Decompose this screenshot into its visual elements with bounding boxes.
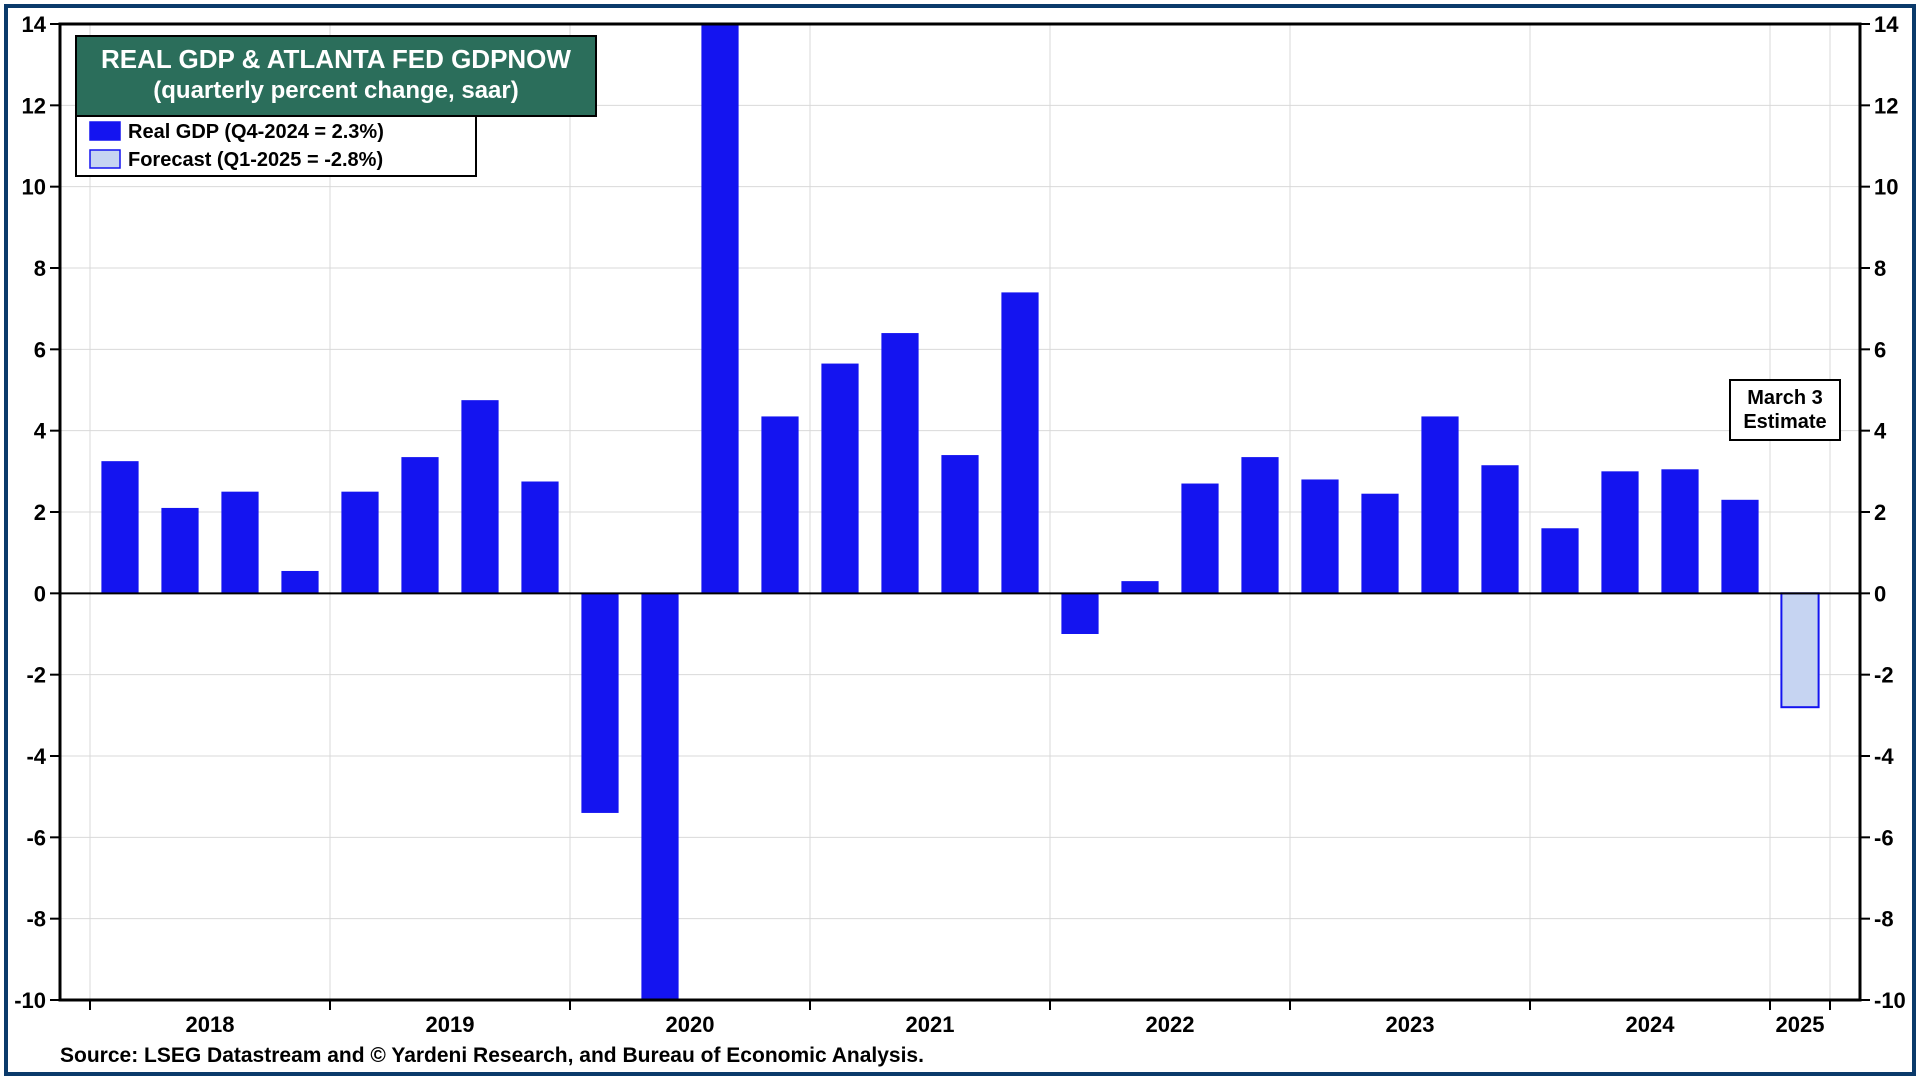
- bar-real-gdp: [1001, 292, 1038, 593]
- chart-title-line2: (quarterly percent change, saar): [153, 77, 518, 104]
- bar-real-gdp: [581, 593, 618, 813]
- legend-label: Real GDP (Q4-2024 = 2.3%): [128, 121, 384, 143]
- ylabel-left: 10: [22, 175, 46, 200]
- xlabel-year: 2018: [186, 1012, 235, 1037]
- ylabel-right: 8: [1874, 256, 1886, 281]
- gdp-bar-chart: -10 -10 -8 -8 -6 -6 -4 -4 -2 -2 0 0 2 2 4 4 6 6 8 8 10 10 12 12…: [0, 0, 1920, 1080]
- bar-real-gdp: [101, 461, 138, 593]
- ylabel-left: -6: [26, 825, 46, 850]
- ylabel-right: 10: [1874, 175, 1898, 200]
- xlabel-year: 2024: [1626, 1012, 1676, 1037]
- ylabel-right: 4: [1874, 419, 1887, 444]
- xlabel-year: 2021: [906, 1012, 955, 1037]
- bar-real-gdp: [461, 400, 498, 593]
- legend-swatch: [90, 150, 120, 168]
- ylabel-right: -10: [1874, 988, 1906, 1013]
- ylabel-right: -2: [1874, 663, 1894, 688]
- bar-forecast: [1781, 593, 1818, 707]
- bar-real-gdp: [1541, 528, 1578, 593]
- ylabel-left: 2: [34, 500, 46, 525]
- bar-real-gdp: [1661, 469, 1698, 593]
- source-text: Source: LSEG Datastream and © Yardeni Re…: [60, 1044, 924, 1067]
- bar-real-gdp: [1721, 500, 1758, 594]
- ylabel-right: -4: [1874, 744, 1894, 769]
- ylabel-left: -10: [14, 988, 46, 1013]
- bar-real-gdp: [761, 416, 798, 593]
- bar-real-gdp: [1241, 457, 1278, 593]
- ylabel-right: 2: [1874, 500, 1886, 525]
- bar-real-gdp: [641, 593, 678, 1000]
- chart-container: -10 -10 -8 -8 -6 -6 -4 -4 -2 -2 0 0 2 2 4 4 6 6 8 8 10 10 12 12…: [0, 0, 1920, 1080]
- bar-real-gdp: [1481, 465, 1518, 593]
- ylabel-right: -8: [1874, 907, 1894, 932]
- bar-real-gdp: [401, 457, 438, 593]
- ylabel-left: 4: [34, 419, 47, 444]
- bar-real-gdp: [1301, 479, 1338, 593]
- ylabel-right: 0: [1874, 581, 1886, 606]
- bar-real-gdp: [701, 24, 738, 593]
- bar-real-gdp: [1181, 484, 1218, 594]
- bar-real-gdp: [1421, 416, 1458, 593]
- legend-swatch: [90, 122, 120, 140]
- chart-title-line1: REAL GDP & ATLANTA FED GDPNOW: [101, 44, 571, 74]
- bar-real-gdp: [161, 508, 198, 593]
- bar-real-gdp: [1361, 494, 1398, 594]
- ylabel-left: 0: [34, 581, 46, 606]
- ylabel-left: 12: [22, 93, 46, 118]
- xlabel-year: 2020: [666, 1012, 715, 1037]
- bar-real-gdp: [941, 455, 978, 593]
- ylabel-right: 12: [1874, 93, 1898, 118]
- ylabel-left: -4: [26, 744, 46, 769]
- ylabel-right: -6: [1874, 825, 1894, 850]
- bar-real-gdp: [1601, 471, 1638, 593]
- ylabel-left: -2: [26, 663, 46, 688]
- bar-real-gdp: [281, 571, 318, 593]
- ylabel-left: 14: [22, 12, 47, 37]
- xlabel-year: 2023: [1386, 1012, 1435, 1037]
- annotation-line2: Estimate: [1743, 411, 1826, 433]
- xlabel-year: 2019: [426, 1012, 475, 1037]
- ylabel-left: 8: [34, 256, 46, 281]
- bar-real-gdp: [881, 333, 918, 593]
- bar-real-gdp: [1121, 581, 1158, 593]
- ylabel-right: 14: [1874, 12, 1899, 37]
- annotation-line1: March 3: [1747, 387, 1823, 409]
- ylabel-left: -8: [26, 907, 46, 932]
- xlabel-year: 2022: [1146, 1012, 1195, 1037]
- ylabel-left: 6: [34, 337, 46, 362]
- bar-real-gdp: [821, 364, 858, 594]
- bar-real-gdp: [1061, 593, 1098, 634]
- bar-real-gdp: [341, 492, 378, 594]
- legend-label: Forecast (Q1-2025 = -2.8%): [128, 149, 383, 171]
- ylabel-right: 6: [1874, 337, 1886, 362]
- bar-real-gdp: [521, 482, 558, 594]
- xlabel-year: 2025: [1776, 1012, 1825, 1037]
- bar-real-gdp: [221, 492, 258, 594]
